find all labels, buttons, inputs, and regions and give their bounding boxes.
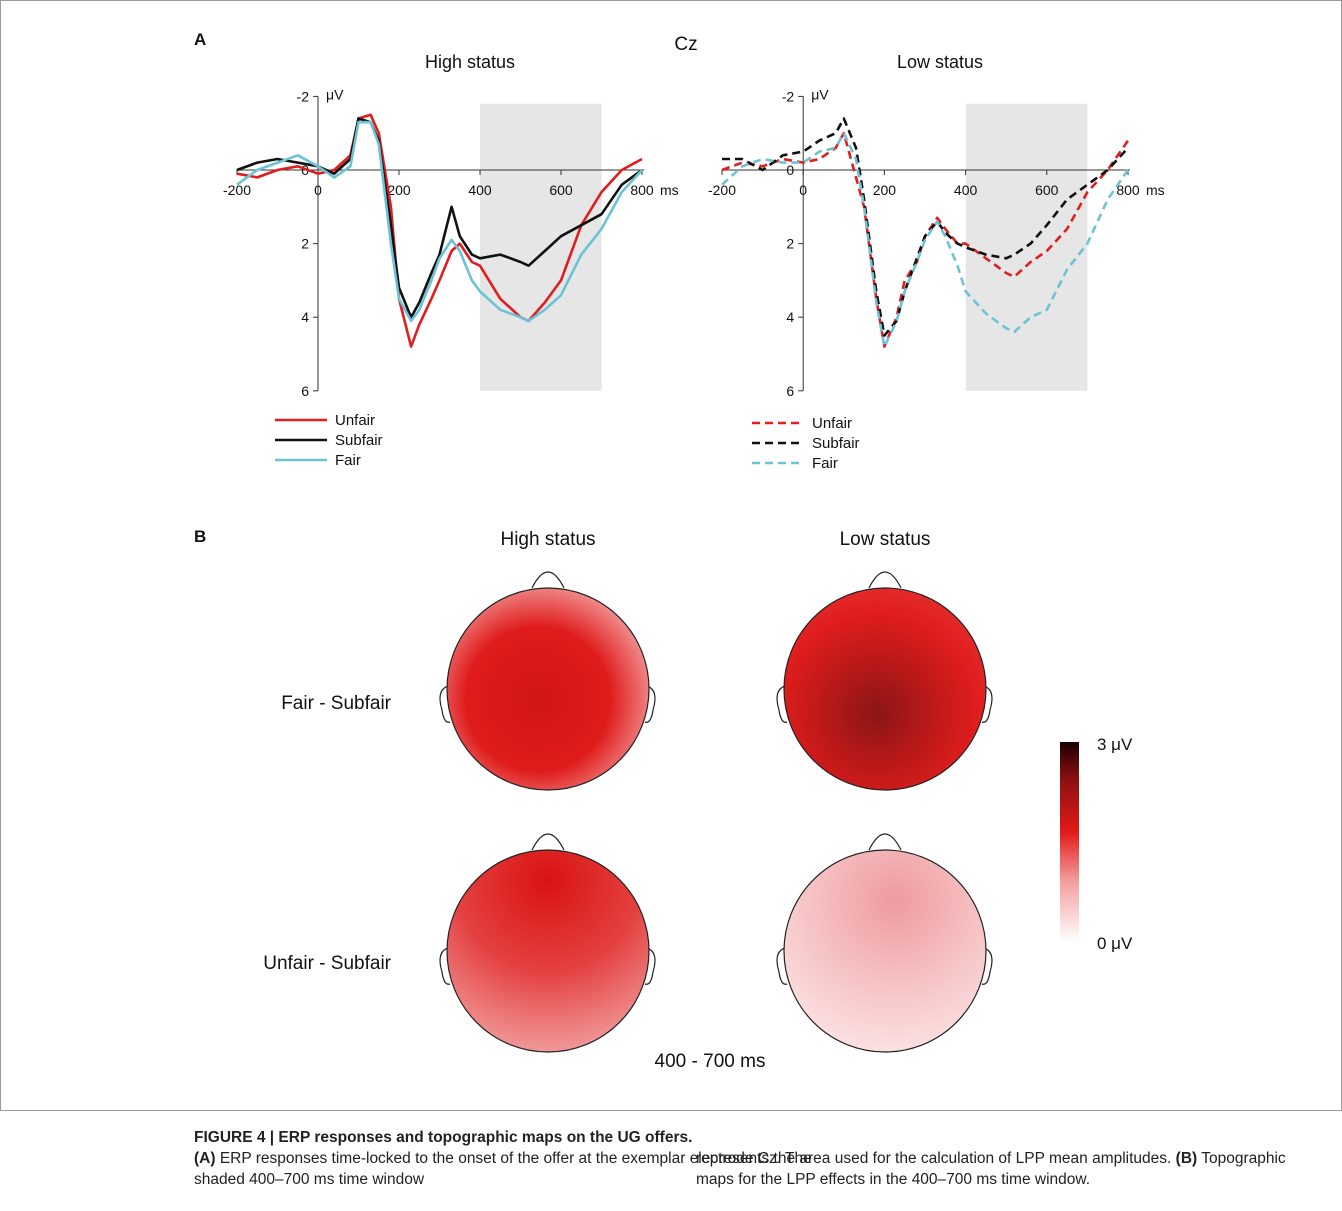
chart-title: High status (425, 52, 515, 72)
erp-chart-high-status: High status-200 0 200 400 600 800 ms-20246μVUn… (223, 52, 679, 469)
shaded-time-window (965, 103, 1088, 391)
topomap-high-unfair-subfair (439, 833, 656, 1053)
column-title-low-status: Low status (839, 529, 931, 550)
shaded-time-window (480, 103, 602, 391)
y-unit-label: μV (811, 86, 829, 102)
x-tick-label: 400 (468, 182, 492, 198)
topographic-maps: 3 μV 0 μV (439, 571, 1133, 1053)
y-tick-label: -2 (297, 88, 310, 104)
x-tick-label: 200 (873, 182, 897, 198)
legend-label: Unfair (335, 412, 375, 429)
colorbar-min-label: 0 μV (1097, 934, 1133, 953)
panel-b-label: B (194, 527, 207, 546)
y-tick-label: 4 (786, 309, 794, 325)
caption-a-label: (A) (194, 1150, 216, 1167)
row-label-unfair-subfair: Unfair - Subfair (263, 953, 391, 974)
y-tick-label: -2 (782, 88, 795, 104)
caption-a-text-cont: represents the area used for the calcula… (696, 1150, 1172, 1167)
y-tick-label: 6 (301, 383, 309, 399)
row-label-fair-subfair: Fair - Subfair (281, 693, 391, 714)
x-unit-label: ms (660, 182, 679, 198)
erp-chart-low-status: Low status -200 0 200 400 600 800 ms -2 0 2 4 6 μV Unf… (708, 52, 1165, 472)
time-window-label: 400 - 700 ms (654, 1051, 766, 1072)
x-tick-label: -200 (223, 182, 251, 198)
caption-left: FIGURE 4 | ERP responses and topographic… (194, 1127, 814, 1190)
caption-a-text: ERP responses time-locked to the onset o… (194, 1150, 812, 1188)
x-tick-label: -200 (708, 182, 736, 198)
x-tick-label: 800 (1116, 182, 1140, 198)
caption-heading: FIGURE 4 | ERP responses and topographic… (194, 1129, 693, 1146)
series-line-subfair (236, 117, 643, 319)
x-tick-label: 200 (387, 182, 411, 198)
panel-a-label: A (194, 30, 207, 49)
legend-label: Fair (335, 452, 361, 469)
colorbar (1060, 742, 1079, 942)
column-title-high-status: High status (500, 529, 596, 550)
x-tick-label: 0 (314, 182, 322, 198)
legend-label: Unfair (812, 415, 852, 432)
legend-label: Subfair (812, 435, 860, 452)
y-tick-label: 4 (301, 309, 309, 325)
x-tick-label: 400 (954, 182, 978, 198)
topomap-low-fair-subfair (776, 571, 993, 791)
y-tick-label: 6 (786, 383, 794, 399)
topomap-high-fair-subfair (439, 571, 656, 791)
caption-b-label: (B) (1175, 1150, 1198, 1167)
legend-label: Fair (812, 455, 838, 472)
y-tick-label: 2 (301, 236, 309, 252)
topomap-low-unfair-subfair (776, 833, 993, 1053)
colorbar-max-label: 3 μV (1097, 735, 1133, 754)
legend-label: Subfair (335, 432, 383, 449)
erp-charts: Cz High status -200 0 200 400 600 800 ms -2 0 2 4 6 μ… (223, 34, 1165, 472)
x-tick-label: 600 (549, 182, 573, 198)
x-tick-label: 0 (799, 182, 807, 198)
caption-b-text: Topographic maps for the LPP effects in … (696, 1150, 1286, 1188)
series-line-fair (236, 120, 643, 323)
x-tick-label: 800 (630, 182, 654, 198)
x-tick-label: 600 (1035, 182, 1059, 198)
x-unit-label: ms (1146, 182, 1165, 198)
y-unit-label: μV (326, 86, 344, 102)
y-tick-label: 0 (786, 162, 794, 178)
caption-right: represents the area used for the calcula… (696, 1148, 1306, 1190)
series-line-fair (721, 131, 1130, 348)
chart-title: Low status (897, 52, 983, 72)
electrode-label: Cz (674, 34, 697, 55)
y-tick-label: 2 (786, 236, 794, 252)
